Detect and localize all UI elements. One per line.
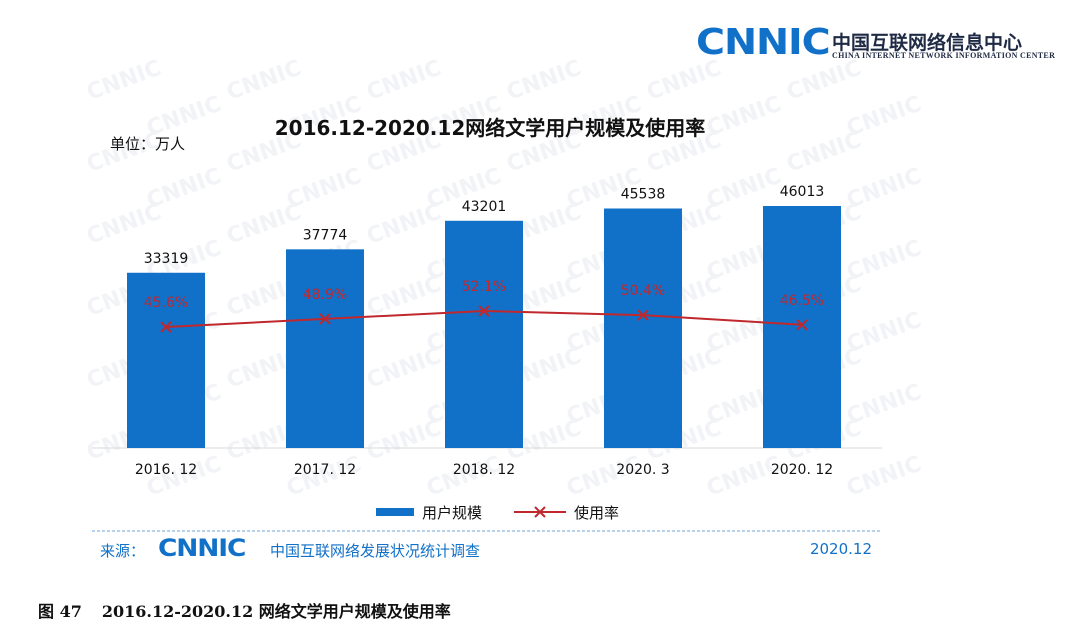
watermark-text: CNNIC (364, 416, 445, 466)
source-org: 中国互联网络发展状况统计调查 (270, 542, 481, 560)
org-name-cn: 中国互联网络信息中心 (832, 32, 1023, 54)
watermark-text: CNNIC (224, 200, 305, 250)
bar (604, 208, 682, 448)
x-tick-label: 2018. 12 (453, 462, 515, 478)
watermark-text: CNNIC (224, 56, 305, 106)
watermark-text: CNNIC (364, 344, 445, 394)
org-name-en: CHINA INTERNET NETWORK INFORMATION CENTE… (832, 51, 1056, 60)
bar-value-label: 45538 (621, 186, 666, 202)
source-prefix: 来源： (100, 542, 146, 560)
rate-point-marker (319, 313, 331, 325)
legend-line-marker (534, 506, 546, 518)
legend: 用户规模 使用率 (376, 504, 619, 522)
x-tick-label: 2020. 3 (616, 462, 669, 478)
watermark-text: CNNIC (364, 200, 445, 250)
watermark-text: CNNIC (504, 56, 585, 106)
x-tick-label: 2020. 12 (771, 462, 833, 478)
chart-title: 2016.12-2020.12网络文学用户规模及使用率 (274, 116, 706, 140)
legend-bar-label: 用户规模 (422, 504, 482, 522)
source-date: 2020.12 (809, 540, 872, 558)
legend-bar-swatch (376, 508, 414, 516)
bar-value-label: 46013 (780, 184, 825, 200)
watermark-text: CNNIC (844, 452, 925, 502)
figure-number: 图 47 (38, 602, 82, 621)
rate-point-marker (796, 319, 808, 331)
watermark-text: CNNIC (784, 56, 865, 106)
bar-value-label: 33319 (144, 251, 189, 267)
bar-value-label: 37774 (303, 227, 348, 243)
watermark-text: CNNIC (644, 56, 725, 106)
bar (763, 206, 841, 448)
source-row: 来源： CNNIC 中国互联网络发展状况统计调查 2020.12 (100, 534, 880, 563)
rate-point-marker (160, 321, 172, 333)
rate-point-marker (478, 305, 490, 317)
x-tick-label: 2017. 12 (294, 462, 356, 478)
legend-line-label: 使用率 (574, 504, 619, 522)
bar (286, 249, 364, 448)
bar (445, 220, 523, 448)
watermark-text: CNNIC (364, 56, 445, 106)
x-tick-label: 2016. 12 (135, 462, 197, 478)
rate-value-label: 52.1% (462, 279, 506, 295)
figure-caption-text: 2016.12-2020.12 网络文学用户规模及使用率 (101, 602, 451, 621)
rate-value-label: 46.5% (780, 293, 824, 309)
figure-caption: 图 47 2016.12-2020.12 网络文学用户规模及使用率 (38, 598, 451, 622)
source-cnnic-logo: CNNIC (158, 534, 246, 562)
rate-point-marker (637, 309, 649, 321)
rate-value-label: 50.4% (621, 283, 665, 299)
header-logo: CNNIC 中国互联网络信息中心 CHINA INTERNET NETWORK … (696, 22, 1056, 66)
rate-value-label: 45.6% (144, 295, 188, 311)
rate-value-label: 48.9% (303, 287, 347, 303)
unit-label: 单位：万人 (110, 135, 186, 153)
watermark-text: CNNIC (84, 200, 165, 250)
cnnic-logo: CNNIC (696, 22, 831, 63)
bar (127, 272, 205, 448)
watermark-text: CNNIC (84, 56, 165, 106)
bar-value-label: 43201 (462, 199, 507, 215)
